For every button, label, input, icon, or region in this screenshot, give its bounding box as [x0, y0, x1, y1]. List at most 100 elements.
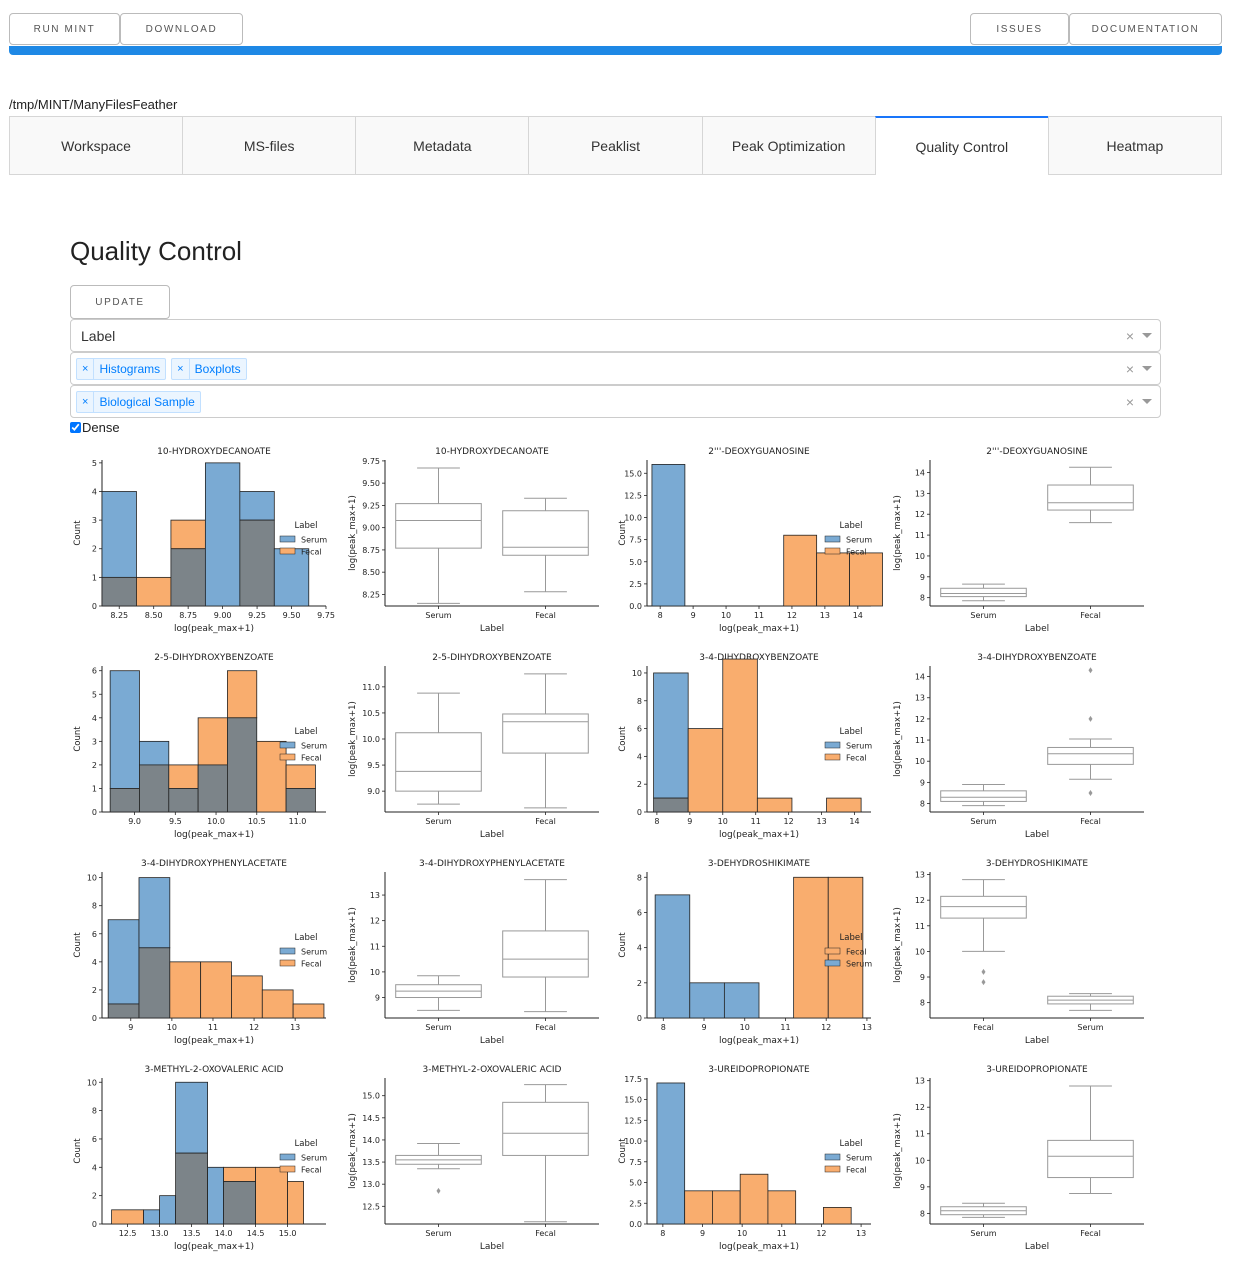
y-tick-label: 0.0: [629, 602, 642, 611]
x-tick-label: Fecal: [535, 1023, 556, 1032]
y-tick-label: 9: [919, 778, 924, 787]
documentation-button[interactable]: DOCUMENTATION: [1069, 13, 1222, 45]
y-tick-label: 10: [914, 757, 924, 766]
y-tick-label: 13: [914, 871, 924, 880]
download-button[interactable]: DOWNLOAD: [120, 13, 243, 45]
y-tick-label: 15.0: [624, 469, 642, 478]
sample-type-multiselect[interactable]: × Biological Sample ×: [70, 385, 1161, 418]
y-tick-label: 11: [369, 942, 379, 951]
tab-bar: Workspace MS-files Metadata Peaklist Pea…: [9, 116, 1222, 175]
x-tick-label: Fecal: [1080, 817, 1101, 826]
x-tick-label: 12: [821, 1023, 831, 1032]
x-tick-label: Serum: [425, 611, 451, 620]
x-tick-label: 15.0: [279, 1229, 297, 1238]
y-tick-label: 4: [637, 752, 642, 761]
y-tick-label: 10: [87, 874, 97, 883]
dropdown-controls: ×: [1126, 361, 1152, 377]
legend-label: Fecal: [846, 1166, 867, 1175]
tab-peaklist[interactable]: Peaklist: [528, 116, 703, 175]
chevron-down-icon[interactable]: [1142, 399, 1152, 404]
legend-swatch: [279, 959, 296, 967]
x-tick-label: Fecal: [535, 817, 556, 826]
chart-boxplot-15: 3-UREIDOPROPIONATE 8 9 10 11 12 13 Serum Fecal La…: [893, 1065, 1144, 1252]
run-mint-button[interactable]: RUN MINT: [9, 13, 120, 45]
tab-ms-files[interactable]: MS-files: [182, 116, 357, 175]
x-tick-label: 9.0: [128, 817, 141, 826]
y-tick-label: 10: [87, 1078, 97, 1087]
dense-checkbox-row[interactable]: Dense: [70, 420, 120, 435]
tab-peak-optimization[interactable]: Peak Optimization: [701, 116, 876, 175]
x-tick-label: 13: [862, 1023, 872, 1032]
chevron-down-icon[interactable]: [1142, 366, 1152, 371]
boxplot-serum: [939, 583, 1027, 602]
chart-boxplot-3: 2'''-DEOXYGUANOSINE 8 9 10 11 12 13 14 Serum Feca…: [893, 447, 1144, 634]
chip-label: Biological Sample: [99, 394, 195, 409]
remove-chip-icon[interactable]: ×: [77, 391, 95, 412]
y-tick-label: 10: [914, 552, 924, 561]
boxplot-fecal: [501, 497, 589, 593]
legend-label: Serum: [301, 536, 327, 545]
clear-icon[interactable]: ×: [1125, 360, 1134, 377]
histogram-bar: [651, 464, 686, 607]
y-tick-label: 10: [632, 669, 642, 678]
chart-boxplot-7: 3-4-DIHYDROXYBENZOATE 8 9 10 11 12 13 14 Serum Fe…: [893, 653, 1144, 840]
x-tick-label: Serum: [425, 1229, 451, 1238]
y-tick-label: 6: [92, 1135, 97, 1144]
y-tick-label: 2: [637, 780, 642, 789]
plot-type-multiselect[interactable]: × Histograms × Boxplots ×: [70, 352, 1161, 385]
groupby-dropdown[interactable]: Label ×: [70, 319, 1161, 352]
y-tick-label: 12: [369, 917, 379, 926]
y-axis-label: Count: [618, 1138, 628, 1164]
histogram-bar: [261, 989, 294, 1019]
update-button[interactable]: UPDATE: [70, 285, 170, 319]
legend-swatch: [824, 741, 841, 749]
legend-title: Label: [840, 1139, 863, 1149]
y-tick-label: 1: [92, 573, 97, 582]
remove-chip-icon[interactable]: ×: [77, 358, 95, 379]
chip-label: Histograms: [99, 361, 161, 376]
histogram-bar: [823, 1207, 852, 1225]
chart-boxplot-5: 2-5-DIHYDROXYBENZOATE 9.0 9.5 10.0 10.5 11.0 S…: [348, 653, 599, 840]
histogram-bar: [107, 919, 140, 1005]
tab-workspace[interactable]: Workspace: [9, 116, 184, 175]
x-tick-label: Serum: [970, 611, 996, 620]
legend-swatch: [824, 535, 841, 543]
boxplot-fecal: [501, 879, 589, 1013]
legend-swatch: [279, 535, 296, 543]
x-tick-label: 14.0: [215, 1229, 233, 1238]
legend-swatch: [824, 1165, 841, 1173]
boxplot-fecal: [501, 1084, 589, 1223]
y-tick-label: 13: [914, 1077, 924, 1086]
dense-checkbox[interactable]: [70, 422, 81, 433]
tab-quality-control[interactable]: Quality Control: [874, 116, 1049, 175]
x-tick-label: 12: [784, 817, 794, 826]
x-tick-label: 13: [816, 817, 826, 826]
legend-label: Serum: [846, 1154, 872, 1163]
legend-swatch: [279, 1153, 296, 1161]
x-tick-label: 11: [751, 817, 761, 826]
y-tick-label: 2.5: [629, 1199, 642, 1208]
chart-title: 3-DEHYDROSHIKIMATE: [985, 859, 1088, 869]
y-tick-label: 8: [92, 902, 97, 911]
chevron-down-icon[interactable]: [1142, 333, 1152, 338]
y-tick-label: 1: [92, 784, 97, 793]
histogram-bar: [170, 519, 206, 550]
x-tick-label: 10: [740, 1023, 750, 1032]
y-tick-label: 6: [637, 908, 642, 917]
issues-button[interactable]: ISSUES: [970, 13, 1069, 45]
remove-chip-icon[interactable]: ×: [172, 358, 190, 379]
tab-metadata[interactable]: Metadata: [355, 116, 530, 175]
x-tick-label: 13: [290, 1023, 300, 1032]
y-tick-label: 11.0: [362, 683, 380, 692]
chart-title: 2'''-DEOXYGUANOSINE: [986, 447, 1088, 457]
x-tick-label: 12: [787, 611, 797, 620]
clear-icon[interactable]: ×: [1125, 327, 1134, 344]
histogram-bar: [723, 982, 760, 1019]
y-tick-label: 12: [914, 896, 924, 905]
x-axis-label: Label: [479, 624, 503, 634]
histogram-bar: [255, 1166, 289, 1225]
x-axis-label: Label: [1024, 624, 1048, 634]
y-tick-label: 2.5: [629, 580, 642, 589]
clear-icon[interactable]: ×: [1125, 393, 1134, 410]
tab-heatmap[interactable]: Heatmap: [1047, 116, 1222, 175]
